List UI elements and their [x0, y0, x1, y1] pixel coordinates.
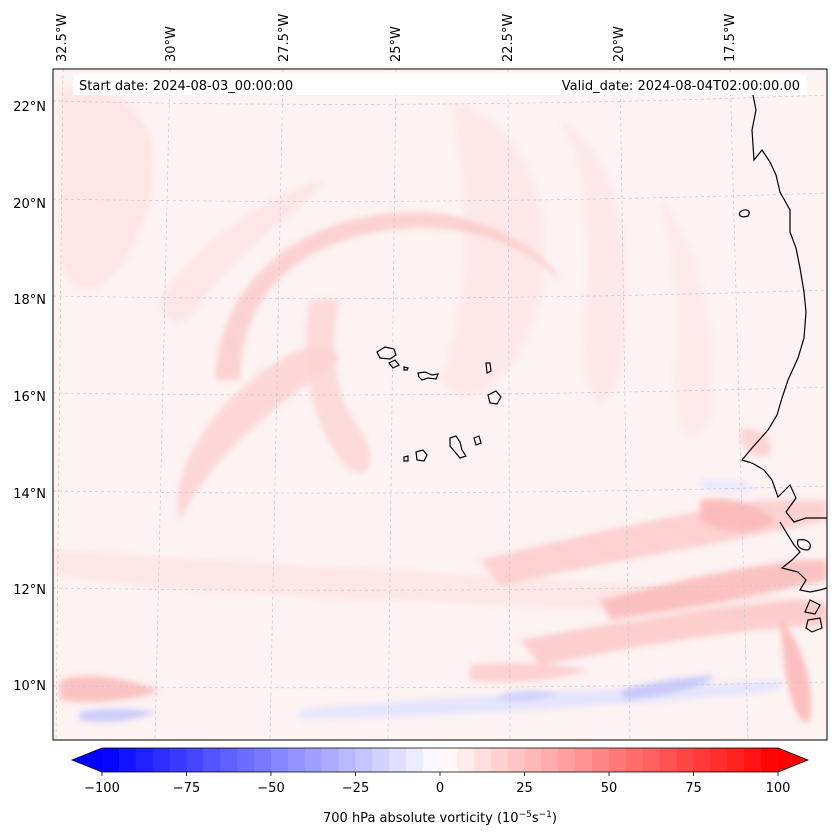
colorbar-tick-label: 50: [601, 781, 618, 796]
colorbar-tick-label: 25: [516, 781, 533, 796]
info-banner: [73, 74, 807, 95]
map-frame: [52, 68, 828, 741]
colorbar-cell: [625, 748, 644, 772]
colorbar-cell: [524, 748, 542, 772]
lat-label: 14°N: [13, 487, 46, 502]
colorbar-tick-label: −50: [257, 781, 284, 796]
colorbar-cell: [558, 748, 576, 772]
lon-label: 27.5°W: [277, 14, 292, 62]
colorbar-label-exp1: −5: [519, 810, 532, 820]
island-sao-vicente: [388, 359, 400, 369]
island-brava: [403, 455, 409, 462]
lon-label: 32.5°W: [55, 14, 70, 62]
colorbar-tick-label: 0: [436, 781, 444, 796]
colorbar-cell: [220, 748, 238, 772]
colorbar-label-end: ): [552, 811, 557, 826]
colorbar-cell: [456, 748, 475, 772]
colorbar-ticks: −100 −75 −50 −25 0 25 50 75 100: [84, 772, 790, 796]
colorbar-cell: [693, 748, 711, 772]
lat-label: 20°N: [13, 197, 46, 212]
colorbar-cell: [321, 748, 339, 772]
colorbar-cell: [338, 748, 356, 772]
colorbar-extend-min: [72, 748, 102, 772]
island-santa-luzia: [403, 366, 409, 371]
start-date-label: Start date: 2024-08-03_00:00:00: [79, 79, 293, 94]
colorbar-cell: [237, 748, 255, 772]
colorbar-label-exp2: −1: [539, 810, 552, 820]
colorbar-cell: [135, 748, 154, 772]
colorbar-cell: [254, 748, 272, 772]
colorbar-cell: [389, 748, 407, 772]
lon-label: 30°W: [164, 26, 179, 62]
colorbar-cell: [372, 748, 390, 772]
colorbar-cell: [118, 748, 137, 772]
island-fogo: [415, 449, 428, 462]
lat-label: 12°N: [13, 583, 46, 598]
lat-label: 18°N: [13, 293, 46, 308]
lat-label: 22°N: [13, 100, 46, 115]
colorbar-cell: [507, 748, 525, 772]
islands: [376, 346, 502, 462]
valid-date-label: Valid_date: 2024-08-04T02:00:00.00: [562, 79, 800, 94]
colorbar-cell: [355, 748, 373, 772]
lon-label: 17.5°W: [723, 14, 738, 62]
colorbar-cell: [203, 748, 221, 772]
gridlines: [53, 69, 827, 740]
lon-label: 25°W: [389, 26, 404, 62]
colorbar-cell: [727, 748, 745, 772]
coastlines: [738, 89, 827, 633]
colorbar-cell: [271, 748, 289, 772]
colorbar-cell: [473, 748, 492, 772]
colorbar-tick-label: 75: [685, 781, 702, 796]
colorbar-label-mid: s: [532, 811, 539, 826]
colorbar-cell: [710, 748, 728, 772]
lat-label: 16°N: [13, 390, 46, 405]
colorbar-cell: [592, 748, 610, 772]
colorbar-cell: [186, 748, 204, 772]
colorbar-cell: [423, 748, 441, 772]
colorbar-label: 700 hPa absolute vorticity (10−5s−1): [323, 810, 557, 826]
colorbar-cell: [659, 748, 677, 772]
colorbar-tick-label: −100: [84, 781, 120, 796]
colorbar-extend-max: [778, 748, 808, 772]
vorticity-field: [53, 88, 827, 722]
map-panel: Start date: 2024-08-03_00:00:00 Valid_da…: [52, 68, 828, 741]
island-santo-antao: [376, 346, 397, 360]
longitude-labels: 32.5°W 30°W 27.5°W 25°W 22.5°W 20°W 17.5…: [55, 14, 738, 62]
colorbar-cell: [406, 748, 424, 772]
lon-label: 20°W: [612, 26, 627, 62]
colorbar-cell: [676, 748, 694, 772]
colorbar: −100 −75 −50 −25 0 25 50 75 100 700 hPa absolute…: [70, 747, 810, 826]
colorbar-cell: [440, 748, 458, 772]
colorbar-tick-label: −25: [342, 781, 369, 796]
colorbar-cell: [102, 748, 120, 772]
island-sal: [485, 362, 492, 374]
colorbar-cell: [152, 748, 170, 772]
colorbar-tick-label: −75: [173, 781, 200, 796]
island-boa-vista: [487, 390, 502, 405]
colorbar-cells: [102, 748, 779, 772]
colorbar-cell: [761, 748, 779, 772]
colorbar-cell: [642, 748, 661, 772]
lon-label: 22.5°W: [501, 14, 516, 62]
africa-coastline: [740, 89, 827, 633]
colorbar-cell: [490, 748, 508, 772]
colorbar-cell: [304, 748, 323, 772]
colorbar-cell: [287, 748, 306, 772]
colorbar-cell: [609, 748, 627, 772]
colorbar-cell: [169, 748, 187, 772]
colorbar-cell: [744, 748, 762, 772]
colorbar-cell: [541, 748, 559, 772]
colorbar-label-text: 700 hPa absolute vorticity (10: [323, 811, 519, 826]
island-santiago: [449, 435, 467, 459]
latitude-labels: 22°N 20°N 18°N 16°N 14°N 12°N 10°N: [13, 100, 46, 694]
lat-label: 10°N: [13, 679, 46, 694]
colorbar-tick-label: 100: [766, 781, 791, 796]
island-sao-nicolau: [417, 371, 439, 381]
colorbar-cell: [575, 748, 593, 772]
island-maio: [473, 435, 482, 446]
